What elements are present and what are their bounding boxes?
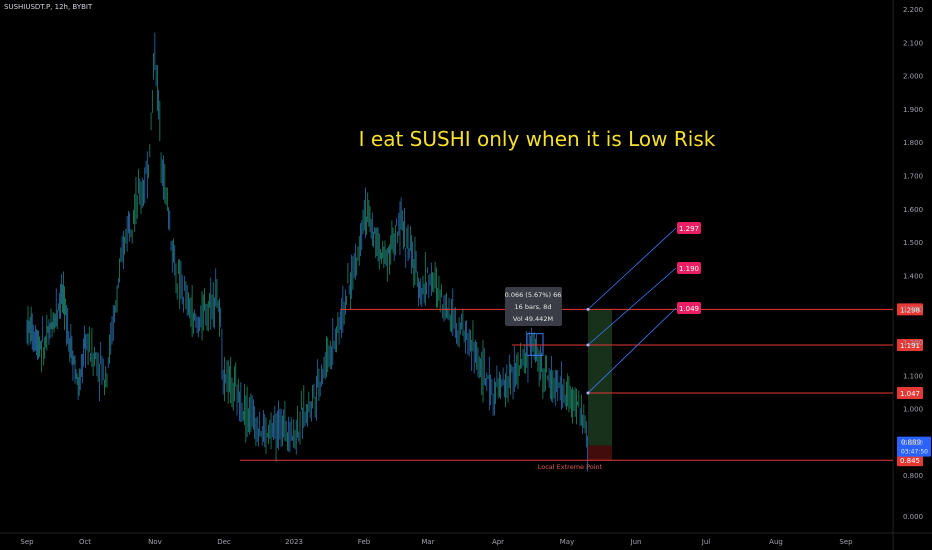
current-price-countdown: 03:47:50 <box>901 449 928 456</box>
current-price-value: 0.889 <box>901 439 921 447</box>
target-line <box>587 267 677 346</box>
measure-tooltip <box>505 287 562 326</box>
x-tick-label: Oct <box>79 538 91 546</box>
candles <box>26 32 588 472</box>
profit-zone <box>588 309 612 446</box>
y-tick-label: 1.600 <box>903 206 923 214</box>
target-badge <box>677 262 701 274</box>
target-origin-dot <box>586 391 590 395</box>
y-tick-label: 1.900 <box>903 106 923 114</box>
y-tick-label: 1.800 <box>903 139 923 147</box>
level-badge-label: 1.298 <box>900 306 920 314</box>
local-extreme-label: Local Extreme Point <box>538 463 603 471</box>
x-tick-label: Sep <box>839 538 853 546</box>
headline-annotation: I eat SUSHI only when it is Low Risk <box>359 127 716 151</box>
y-tick-label: 2.100 <box>903 39 923 47</box>
x-tick-label: Feb <box>358 538 371 546</box>
y-tick-label: 0.900 <box>903 439 923 447</box>
y-tick-label: 1.000 <box>903 406 923 414</box>
y-tick-label: 2.000 <box>903 73 923 81</box>
level-badge-label: 1.191 <box>900 342 920 350</box>
level-badge <box>897 386 923 399</box>
x-tick-label: Jul <box>701 538 711 546</box>
price-axis[interactable]: 2.200 2.100 2.000 1.900 1.800 1.700 1.600 1.500… <box>903 6 923 521</box>
x-tick-label: Nov <box>148 538 162 546</box>
y-tick-label: 0.000 <box>903 513 923 521</box>
measure-tooltip-line: Vol 49.442M <box>513 315 553 323</box>
x-tick-label: 2023 <box>285 538 303 546</box>
y-tick-label: 1.400 <box>903 272 923 280</box>
target-badge <box>677 302 701 314</box>
target-badge-label: 1.297 <box>679 225 699 233</box>
target-origin-dot <box>586 343 590 347</box>
target-line <box>587 307 677 394</box>
x-tick-label: Jun <box>630 538 642 546</box>
x-tick-label: Aug <box>769 538 783 546</box>
target-badges: 1.297 1.190 1.049 0.066 (5.67%) 66 16 bars, … <box>359 127 716 471</box>
y-tick-label: 1.200 <box>903 339 923 347</box>
target-origin-dot <box>586 307 590 311</box>
time-axis[interactable]: Sep Oct Nov Dec 2023 Feb Mar Apr May Jun Jul Aug Sep <box>20 538 853 546</box>
y-tick-label: 2.200 <box>903 6 923 14</box>
measure-tooltip-line: 0.066 (5.67%) 66 <box>505 291 562 299</box>
y-tick-label: 1.100 <box>903 372 923 380</box>
level-badge <box>897 338 923 351</box>
y-tick-label: 1.300 <box>903 306 923 314</box>
y-tick-label: 1.500 <box>903 239 923 247</box>
y-tick-label: 0.800 <box>903 472 923 480</box>
loss-zone <box>588 445 612 461</box>
level-badge-label: 0.845 <box>900 457 920 465</box>
target-line <box>587 227 677 310</box>
y-tick-label: 1.700 <box>903 173 923 181</box>
target-badge-label: 1.049 <box>679 305 699 313</box>
x-tick-label: May <box>560 538 574 546</box>
x-tick-label: Sep <box>20 538 34 546</box>
level-badge <box>897 303 923 316</box>
symbol-title: SUSHIUSDT.P, 12h, BYBIT <box>4 3 93 11</box>
target-badge <box>677 222 701 234</box>
x-tick-label: Dec <box>217 538 231 546</box>
risk-reward-zones <box>526 309 612 461</box>
measure-tooltip-line: 16 bars, 8d <box>515 303 552 311</box>
current-price-badge <box>897 436 931 457</box>
target-badge-label: 1.190 <box>679 265 699 273</box>
x-tick-label: Apr <box>492 538 504 546</box>
level-badge <box>897 454 923 467</box>
level-lines: 1.298 1.191 1.047 0.845 0.889 03:47:50 <box>240 303 931 467</box>
x-tick-label: Mar <box>421 538 434 546</box>
level-badge-label: 1.047 <box>900 390 920 398</box>
